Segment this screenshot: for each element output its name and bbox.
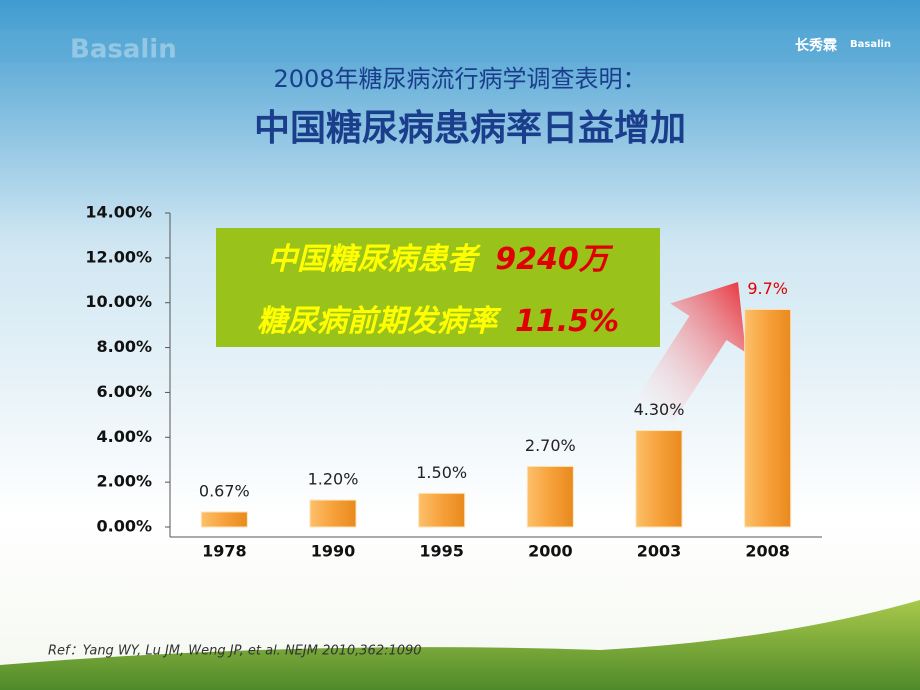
header-band xyxy=(0,30,920,62)
y-tick-label: 4.00% xyxy=(96,427,152,446)
y-tick-label: 14.00% xyxy=(85,203,152,222)
callout-line: 糖尿病前期发病率 11.5% xyxy=(257,304,619,339)
watermark: Basalin xyxy=(70,35,177,65)
callout-text: 中国糖尿病患者 xyxy=(267,242,481,277)
callout-box xyxy=(216,228,660,347)
callout-highlight: 9240万 xyxy=(495,242,613,277)
x-tick-label: 1990 xyxy=(311,542,356,561)
y-tick-label: 12.00% xyxy=(85,247,152,266)
x-tick-label: 2003 xyxy=(637,542,682,561)
x-tick-label: 2008 xyxy=(745,542,790,561)
bar xyxy=(635,430,683,528)
x-tick-label: 1978 xyxy=(202,542,247,561)
y-tick-label: 8.00% xyxy=(96,337,152,356)
value-label: 4.30% xyxy=(634,400,685,419)
value-label: 1.20% xyxy=(308,470,359,489)
bar xyxy=(200,511,248,528)
brand-cn: 长秀霖 xyxy=(795,37,837,54)
grass xyxy=(0,600,920,690)
bar xyxy=(744,308,792,528)
y-tick-label: 2.00% xyxy=(96,472,152,491)
value-label: 1.50% xyxy=(416,463,467,482)
callout-text: 糖尿病前期发病率 xyxy=(257,304,502,339)
reference: Ref：Yang WY, Lu JM, Weng JP, et al. NEJM… xyxy=(48,644,422,659)
arrow xyxy=(636,282,746,422)
y-tick-label: 0.00% xyxy=(96,517,152,536)
plot: 0.00% 2.00% 4.00% 6.00% 8.00% 10.00% 12.00% 14.… xyxy=(85,203,822,561)
value-label: 9.7% xyxy=(747,279,788,298)
subtitle: 2008年糖尿病流行病学调查表明： xyxy=(273,65,646,93)
value-label: 2.70% xyxy=(525,436,576,455)
bar xyxy=(418,492,466,528)
brand-en: Basalin xyxy=(850,39,891,50)
bar xyxy=(309,499,357,528)
callout-line: 中国糖尿病患者 9240万 xyxy=(267,242,613,277)
callout-highlight: 11.5% xyxy=(515,304,619,339)
value-label: 0.67% xyxy=(199,481,250,500)
y-tick-label: 10.00% xyxy=(85,292,152,311)
x-tick-label: 2000 xyxy=(528,542,573,561)
chart-title: 中国糖尿病患病率日益增加 xyxy=(254,108,686,149)
y-tick-label: 6.00% xyxy=(96,382,152,401)
x-tick-label: 1995 xyxy=(419,542,464,561)
bar xyxy=(526,465,574,528)
